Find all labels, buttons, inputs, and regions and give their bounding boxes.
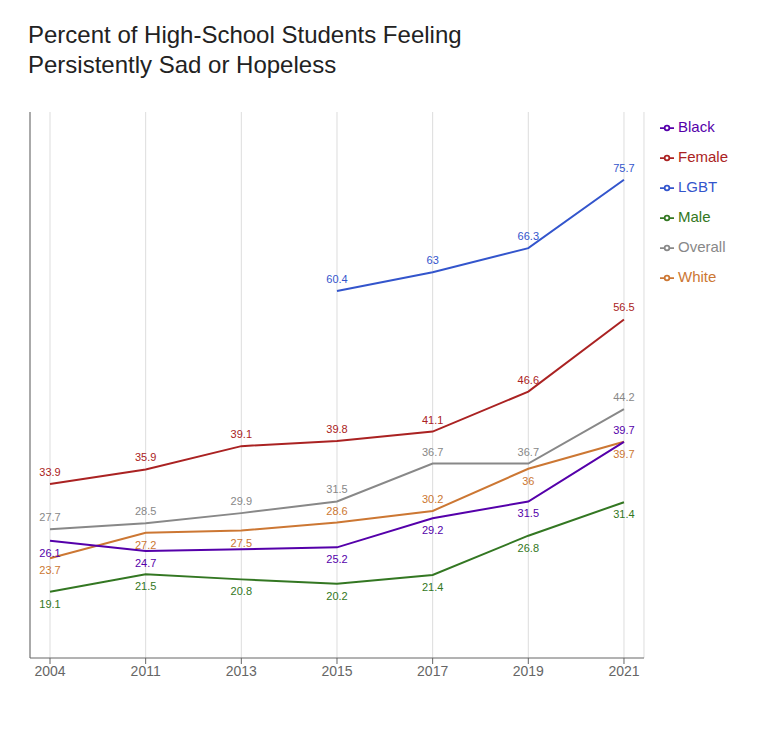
svg-text:30.2: 30.2 [422, 493, 443, 505]
svg-text:25.2: 25.2 [326, 553, 347, 565]
svg-text:39.8: 39.8 [326, 423, 347, 435]
svg-text:31.4: 31.4 [613, 508, 634, 520]
svg-text:63: 63 [427, 254, 439, 266]
html-text:Overall: Overall [678, 238, 726, 255]
svg-text:60.4: 60.4 [326, 273, 347, 285]
svg-text:21.5: 21.5 [135, 580, 156, 592]
svg-text:35.9: 35.9 [135, 451, 156, 463]
svg-text:2013: 2013 [226, 663, 257, 679]
svg-text:2019: 2019 [513, 663, 544, 679]
html-text:White: White [678, 268, 717, 285]
svg-text:27.2: 27.2 [135, 539, 156, 551]
svg-text:39.7: 39.7 [613, 424, 634, 436]
svg-text:31.5: 31.5 [326, 483, 347, 495]
svg-text:36.7: 36.7 [422, 446, 443, 458]
html-text:Percent of High-School Student: Percent of High-School Students Feeling … [28, 21, 462, 78]
svg-text:2004: 2004 [34, 663, 65, 679]
svg-text:36: 36 [522, 475, 534, 487]
svg-text:29.2: 29.2 [422, 524, 443, 536]
svg-text:24.7: 24.7 [135, 557, 156, 569]
svg-text:19.1: 19.1 [39, 598, 60, 610]
svg-text:75.7: 75.7 [613, 162, 634, 174]
svg-text:28.5: 28.5 [135, 505, 156, 517]
svg-text:46.6: 46.6 [518, 374, 539, 386]
html-text:Black: Black [678, 118, 715, 135]
svg-text:2015: 2015 [321, 663, 352, 679]
svg-text:26.1: 26.1 [39, 547, 60, 559]
svg-text:29.9: 29.9 [231, 495, 252, 507]
html-text:Female: Female [678, 148, 728, 165]
svg-text:36.7: 36.7 [518, 446, 539, 458]
svg-text:21.4: 21.4 [422, 581, 443, 593]
svg-text:39.1: 39.1 [231, 428, 252, 440]
html-text:Male: Male [678, 208, 711, 225]
html-text:LGBT: LGBT [678, 178, 718, 195]
svg-text:27.7: 27.7 [39, 511, 60, 523]
svg-text:44.2: 44.2 [613, 391, 634, 403]
svg-text:41.1: 41.1 [422, 414, 443, 426]
svg-text:66.3: 66.3 [518, 230, 539, 242]
svg-text:56.5: 56.5 [613, 301, 634, 313]
svg-text:26.8: 26.8 [518, 542, 539, 554]
svg-text:2011: 2011 [131, 663, 161, 679]
svg-text:20.8: 20.8 [231, 585, 252, 597]
svg-text:2021: 2021 [608, 663, 639, 679]
svg-text:39.7: 39.7 [613, 448, 634, 460]
svg-text:2017: 2017 [417, 663, 448, 679]
svg-text:31.5: 31.5 [518, 507, 539, 519]
svg-text:23.7: 23.7 [39, 564, 60, 576]
svg-text:28.6: 28.6 [326, 505, 347, 517]
svg-text:33.9: 33.9 [39, 466, 60, 478]
svg-text:27.5: 27.5 [231, 537, 252, 549]
svg-text:20.2: 20.2 [326, 590, 347, 602]
